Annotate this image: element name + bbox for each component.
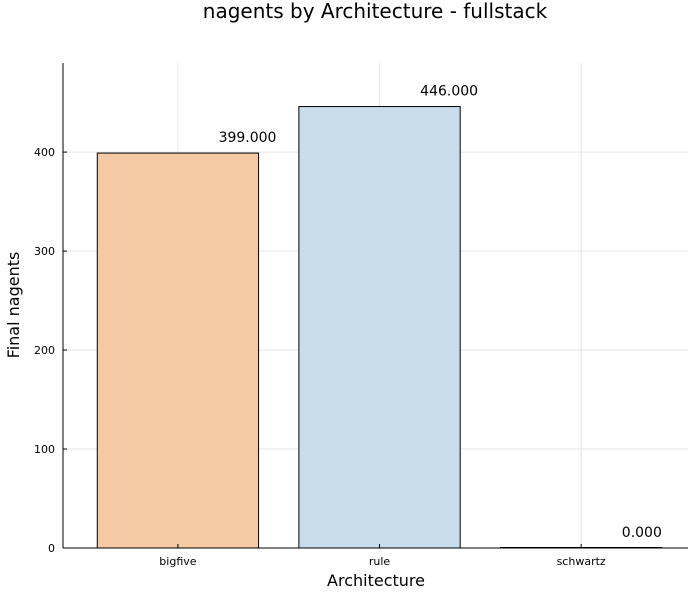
y-tick-label: 0 [48,542,55,555]
y-tick-label: 400 [34,146,55,159]
x-tick-label: bigfive [159,555,196,568]
data-label: 399.000 [219,130,277,146]
data-labels-layer: 399.000 446.000 0.000 [219,84,662,541]
x-tick-label: schwartz [557,555,606,568]
bars-layer [96,106,663,549]
y-tick-label: 100 [34,443,55,456]
bar [96,152,260,549]
ticks-layer: 0 100 200 300 400 bigfive rule schwartz [34,146,606,568]
x-axis-label: Architecture [327,571,425,590]
data-label: 0.000 [622,525,662,541]
y-axis-label: Final nagents [4,252,23,359]
y-tick-label: 200 [34,344,55,357]
chart-title: nagents by Architecture - fullstack [203,0,548,23]
bar [298,106,461,549]
y-tick-label: 300 [34,245,55,258]
data-label: 446.000 [420,84,478,100]
x-tick-label: rule [369,555,391,568]
